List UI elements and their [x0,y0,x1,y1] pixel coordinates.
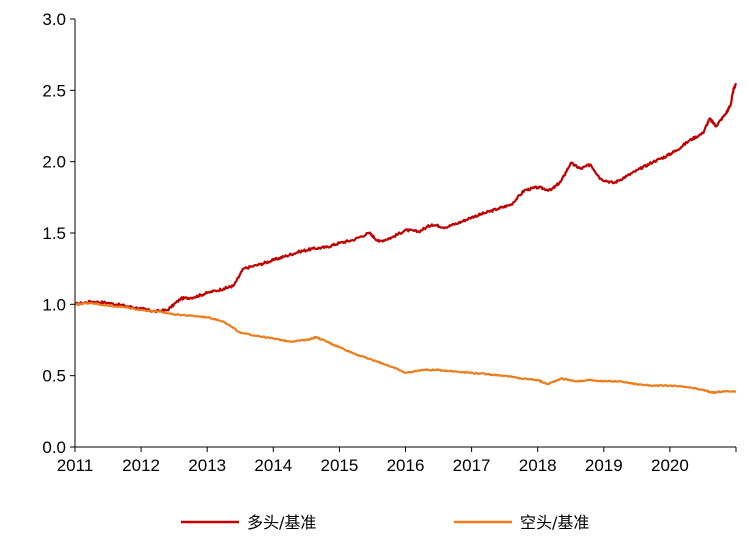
x-tick-label: 2019 [585,456,623,475]
legend-label-long: 多头/基准 [247,513,316,532]
y-tick-label: 1.0 [42,295,66,314]
series-line-long [74,82,738,314]
y-tick-label: 2.5 [42,81,66,100]
x-tick-label: 2017 [453,456,491,475]
y-tick-label: 0.5 [42,367,66,386]
series-line-short [74,301,737,395]
y-tick-label: 2.0 [42,153,66,172]
y-axis: 0.0 0.5 1.0 1.5 2.0 2.5 3.0 [42,10,76,457]
x-tick-label: 2012 [122,456,160,475]
x-tick-label: 2016 [387,456,425,475]
legend-label-short: 空头/基准 [520,513,589,532]
x-tick-label: 2018 [519,456,557,475]
x-axis: 2011 2012 2013 2014 2015 2016 2017 2018 2019 2020 [57,446,737,475]
x-tick-label: 2014 [254,456,292,475]
legend: 多头/基准 空头/基准 [181,513,589,532]
x-tick-label: 2011 [57,456,94,475]
x-tick-label: 2013 [188,456,226,475]
plot-area [74,82,738,395]
y-tick-label: 3.0 [42,10,66,29]
y-tick-label: 1.5 [42,224,66,243]
y-tick-label: 0.0 [42,438,66,457]
x-tick-label: 2015 [320,456,358,475]
x-tick-label: 2020 [651,456,689,475]
